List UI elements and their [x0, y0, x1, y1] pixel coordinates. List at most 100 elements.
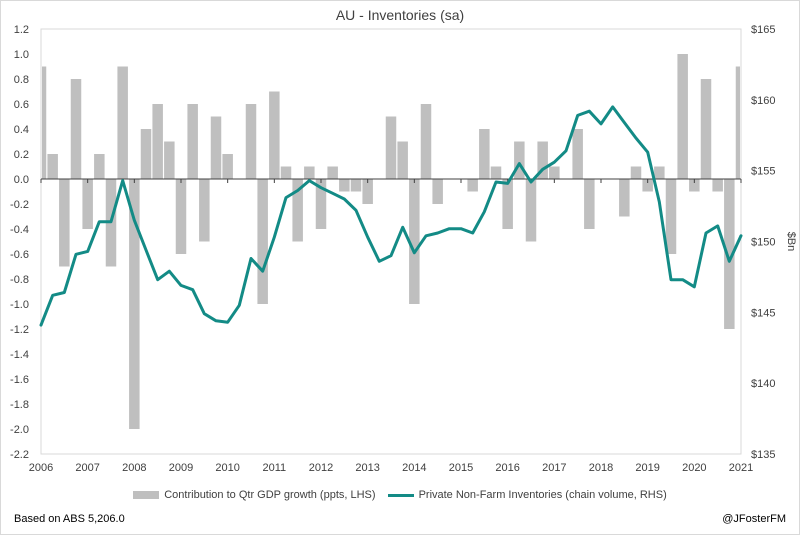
y-left-tick-label: -1.8	[10, 399, 29, 411]
bar	[42, 66, 47, 179]
bar	[432, 179, 443, 204]
legend-label-bars: Contribution to Qtr GDP growth (ppts, LH…	[164, 489, 376, 501]
y-left-tick-label: 0.6	[14, 99, 29, 111]
y-left-tick-label: 1.2	[14, 24, 29, 36]
y-right-tick-label: $135	[751, 449, 775, 461]
chart-legend: Contribution to Qtr GDP growth (ppts, LH…	[0, 489, 800, 501]
bar	[70, 79, 82, 179]
y-left-tick-label: 1.0	[14, 49, 29, 61]
source-note: Based on ABS 5,206.0	[14, 513, 125, 525]
bar	[222, 154, 233, 179]
legend-label-line: Private Non-Farm Inventories (chain volu…	[418, 489, 667, 501]
bar	[152, 104, 163, 179]
y-left-tick-label: -1.0	[10, 299, 29, 311]
y-right-tick-label: $150	[751, 237, 775, 249]
bar	[327, 166, 338, 179]
bar	[689, 179, 700, 192]
bar	[397, 141, 408, 179]
x-tick-label: 2015	[449, 462, 473, 474]
bar	[164, 141, 175, 179]
y-left-tick-label: -2.0	[10, 424, 29, 436]
y-left-tick-label: 0.4	[14, 124, 29, 136]
bar	[362, 179, 373, 204]
x-tick-label: 2009	[169, 462, 193, 474]
bar	[654, 166, 665, 179]
bar	[619, 179, 630, 217]
bar	[304, 166, 315, 179]
bar	[409, 179, 420, 304]
x-tick-label: 2016	[495, 462, 519, 474]
bar	[140, 129, 152, 179]
bar	[479, 129, 490, 179]
x-tick-label: 2014	[402, 462, 426, 474]
bar	[584, 179, 595, 229]
bar	[210, 116, 222, 179]
bar	[47, 154, 58, 179]
author-handle: @JFosterFM	[722, 513, 786, 525]
bar	[257, 179, 268, 304]
y-left-tick-label: -0.6	[10, 249, 29, 261]
bar	[630, 166, 642, 179]
chart-title: AU - Inventories (sa)	[335, 7, 465, 23]
y-right-tick-label: $140	[751, 378, 775, 390]
bar	[129, 179, 140, 429]
bar	[514, 141, 525, 179]
y-left-tick-label: -1.4	[10, 349, 29, 361]
x-tick-label: 2010	[215, 462, 239, 474]
legend-swatch-line	[387, 493, 414, 497]
y-left-tick-label: -0.8	[10, 274, 29, 286]
y-left-tick-label: -2.2	[10, 449, 29, 461]
x-tick-label: 2021	[729, 462, 753, 474]
y-left-tick-label: -0.2	[10, 199, 29, 211]
bar	[199, 179, 210, 242]
bar	[502, 179, 513, 229]
bar	[385, 116, 397, 179]
y-left-tick-label: -0.4	[10, 224, 29, 236]
bar	[350, 179, 362, 192]
bar	[245, 104, 257, 179]
bar	[269, 91, 280, 179]
bar	[315, 179, 327, 229]
legend-swatch-bars	[133, 491, 160, 499]
bar	[735, 66, 740, 179]
y-right-tick-label: $165	[751, 24, 775, 36]
x-tick-label: 2006	[29, 462, 53, 474]
y-right-tick-label: $160	[751, 95, 775, 107]
inventories-line	[39, 105, 743, 327]
bar	[724, 179, 735, 329]
x-tick-label: 2013	[355, 462, 379, 474]
bar	[187, 104, 198, 179]
legend-item-line: Private Non-Farm Inventories (chain volu…	[387, 489, 667, 501]
x-tick-label: 2017	[542, 462, 566, 474]
bar	[117, 66, 128, 179]
y-right-tick-label: $155	[751, 166, 775, 178]
bar	[292, 179, 303, 242]
y-left-tick-label: 0.8	[14, 74, 29, 86]
bar	[94, 154, 105, 179]
bar	[572, 129, 583, 179]
y-left-tick-label: 0.0	[14, 174, 29, 186]
bar	[700, 79, 712, 179]
bar	[525, 179, 537, 242]
y-right-tick-label: $145	[751, 307, 775, 319]
bar	[82, 179, 93, 229]
y-left-tick-label: 0.2	[14, 149, 29, 161]
bar	[59, 179, 70, 267]
bar	[175, 179, 187, 254]
bar	[677, 54, 688, 179]
bar	[339, 179, 350, 192]
y-left-tick-label: -1.2	[10, 324, 29, 336]
x-tick-label: 2008	[122, 462, 146, 474]
bar	[642, 179, 653, 192]
bar	[665, 179, 677, 254]
bar	[490, 166, 502, 179]
bar	[549, 166, 560, 179]
plot-area	[40, 28, 742, 455]
y-left-tick-label: -1.6	[10, 374, 29, 386]
x-tick-label: 2018	[589, 462, 613, 474]
x-tick-label: 2019	[635, 462, 659, 474]
bar	[420, 104, 432, 179]
x-tick-label: 2012	[309, 462, 333, 474]
x-tick-label: 2020	[682, 462, 706, 474]
bar	[712, 179, 723, 192]
